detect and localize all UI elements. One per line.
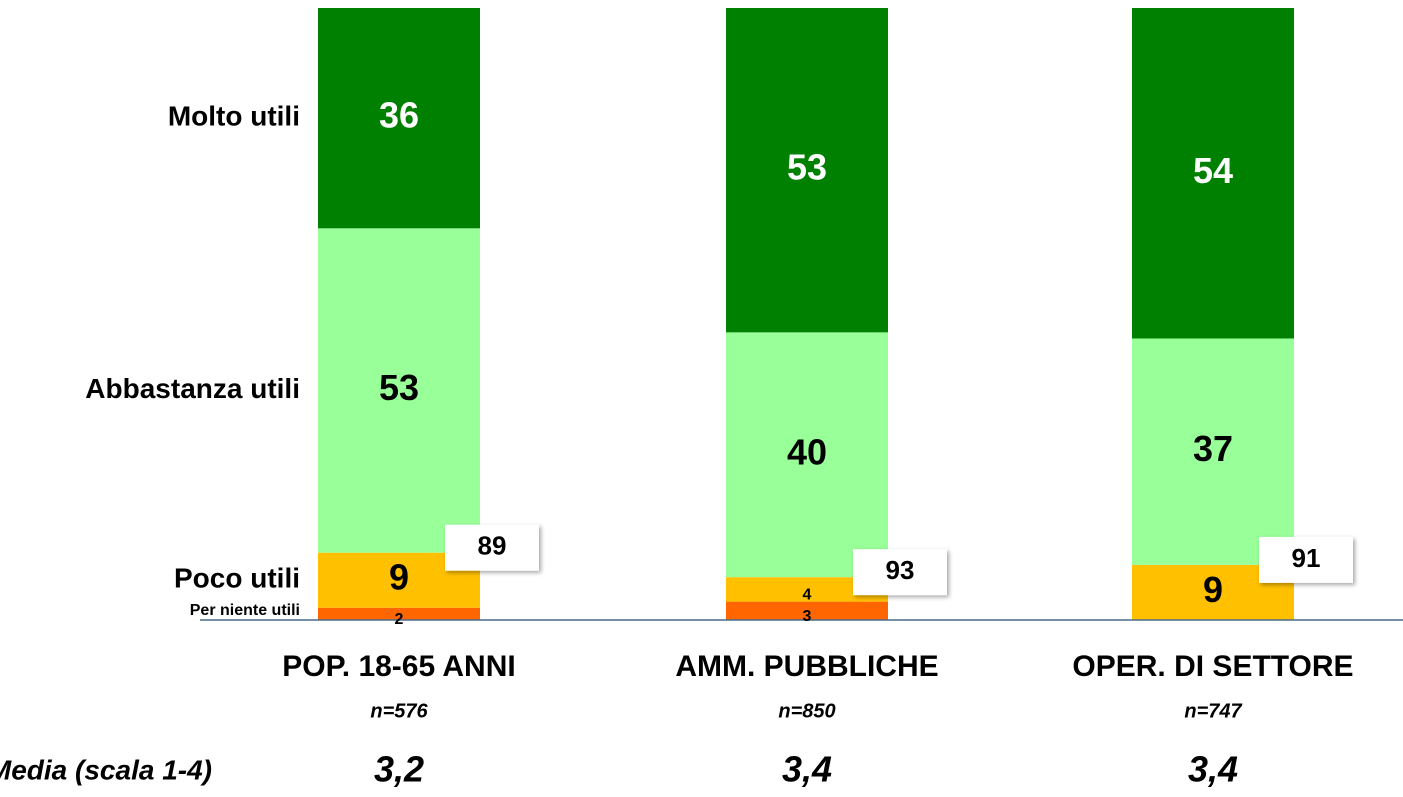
bar-segment [726, 332, 888, 578]
bar-segment [318, 8, 480, 229]
category-label: AMM. PUBBLICHE [675, 650, 938, 683]
mean-label: Media (scala 1-4) [0, 754, 212, 785]
value-label: 53 [379, 367, 419, 408]
value-label: 9 [1203, 569, 1223, 610]
mean-value: 3,2 [374, 749, 424, 790]
series-label: Poco utili [174, 563, 300, 594]
value-label: 36 [379, 95, 419, 136]
mean-value: 3,4 [1188, 749, 1238, 790]
total-box [853, 549, 947, 596]
category-label: POP. 18-65 ANNI [282, 650, 515, 683]
series-label: Molto utili [168, 101, 300, 132]
bar-segment [1132, 8, 1294, 339]
value-label: 2 [395, 611, 404, 628]
bar-segment [318, 228, 480, 553]
bars [318, 8, 1294, 620]
sample-size: n=576 [370, 700, 428, 722]
value-label: 37 [1193, 428, 1233, 469]
bar-segment [1132, 338, 1294, 565]
total-label: 91 [1292, 543, 1321, 573]
series-label: Abbastanza utili [85, 373, 300, 404]
bar-segment [726, 601, 888, 620]
bar-segment [318, 607, 480, 620]
total-label: 93 [886, 555, 915, 585]
category-label: OPER. DI SETTORE [1072, 650, 1353, 683]
value-label: 54 [1193, 150, 1233, 191]
value-label: 40 [787, 431, 827, 472]
bar-segment [726, 8, 888, 333]
total-box [1259, 536, 1353, 583]
sample-size: n=850 [778, 700, 835, 722]
value-label: 9 [389, 557, 409, 598]
value-label: 3 [803, 608, 812, 625]
mean-value: 3,4 [782, 749, 832, 790]
total-label: 89 [478, 531, 507, 561]
value-label: 4 [803, 587, 812, 604]
total-box [445, 524, 539, 571]
value-label: 53 [787, 147, 827, 188]
sample-size: n=747 [1184, 700, 1242, 722]
series-label: Per niente utili [190, 602, 300, 619]
